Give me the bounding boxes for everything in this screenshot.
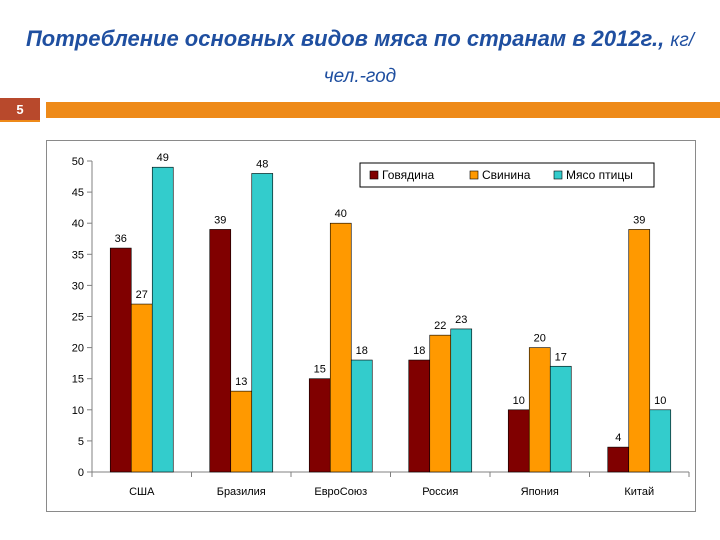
- y-tick-label: 0: [78, 467, 84, 479]
- x-tick-label: Китай: [624, 486, 654, 498]
- bar: [507, 409, 530, 473]
- data-label: 13: [235, 376, 247, 388]
- x-tick-label: США: [129, 486, 155, 498]
- bar: [109, 247, 132, 473]
- data-label: 48: [256, 158, 268, 170]
- data-label: 17: [555, 351, 567, 363]
- bar: [350, 359, 373, 473]
- data-label: 10: [654, 395, 666, 407]
- bar: [628, 229, 651, 473]
- legend-label: Свинина: [482, 168, 531, 182]
- y-tick-label: 50: [72, 156, 84, 168]
- y-tick-label: 30: [72, 280, 84, 292]
- data-label: 4: [615, 432, 621, 444]
- chart-frame: 0 5 10 15 20 25 30 35 40 45 50 США 36 27 49 Бразилия 39 1…: [46, 140, 696, 512]
- y-tick-label: 5: [78, 436, 84, 448]
- bar-chart: 0 5 10 15 20 25 30 35 40 45 50 США 36 27 49 Бразилия 39 1…: [72, 152, 690, 498]
- data-label: 20: [534, 333, 546, 345]
- bar: [308, 378, 331, 473]
- y-tick-label: 25: [72, 312, 84, 324]
- bar: [607, 446, 630, 473]
- bar: [209, 229, 232, 473]
- x-tick-label: Россия: [422, 486, 458, 498]
- bar: [450, 328, 473, 473]
- data-label: 36: [115, 233, 127, 245]
- slide-number: 5: [0, 98, 40, 122]
- slide-title-unit: кг/чел.-год: [323, 30, 695, 87]
- x-tick-label: ЕвроСоюз: [314, 486, 367, 498]
- legend-label: Мясо птицы: [566, 168, 633, 182]
- slide-title-main: Потребление основных видов мяса по стран…: [25, 26, 665, 51]
- legend-swatch: [369, 170, 379, 180]
- data-label: 27: [136, 289, 148, 301]
- bar: [329, 222, 352, 473]
- x-tick-label: Япония: [521, 486, 559, 498]
- bar: [408, 359, 431, 473]
- data-label: 40: [335, 208, 347, 220]
- y-tick-label: 15: [72, 374, 84, 386]
- bar: [549, 365, 572, 473]
- accent-line: [0, 120, 40, 122]
- legend-label: Говядина: [382, 168, 434, 182]
- y-tick-label: 35: [72, 249, 84, 261]
- y-tick-label: 20: [72, 343, 84, 355]
- bar: [230, 390, 253, 473]
- accent-bar: [46, 102, 720, 118]
- bar: [130, 303, 153, 473]
- data-label: 22: [434, 320, 446, 332]
- bar: [151, 166, 174, 473]
- y-tick-label: 10: [72, 405, 84, 417]
- legend-box: [359, 162, 655, 188]
- bar: [528, 347, 551, 473]
- bar: [649, 409, 672, 473]
- legend-swatch: [553, 170, 563, 180]
- data-label: 15: [314, 364, 326, 376]
- data-label: 18: [413, 345, 425, 357]
- bar: [429, 334, 452, 473]
- bar: [251, 173, 274, 473]
- data-label: 39: [214, 214, 226, 226]
- legend-swatch: [469, 170, 479, 180]
- slide-title: Потребление основных видов мяса по стран…: [20, 22, 700, 94]
- data-label: 39: [633, 214, 645, 226]
- data-label: 18: [356, 345, 368, 357]
- y-tick-label: 45: [72, 187, 84, 199]
- data-label: 49: [157, 152, 169, 164]
- x-tick-label: Бразилия: [217, 486, 266, 498]
- y-tick-label: 40: [72, 218, 84, 230]
- data-label: 10: [513, 395, 525, 407]
- data-label: 23: [455, 314, 467, 326]
